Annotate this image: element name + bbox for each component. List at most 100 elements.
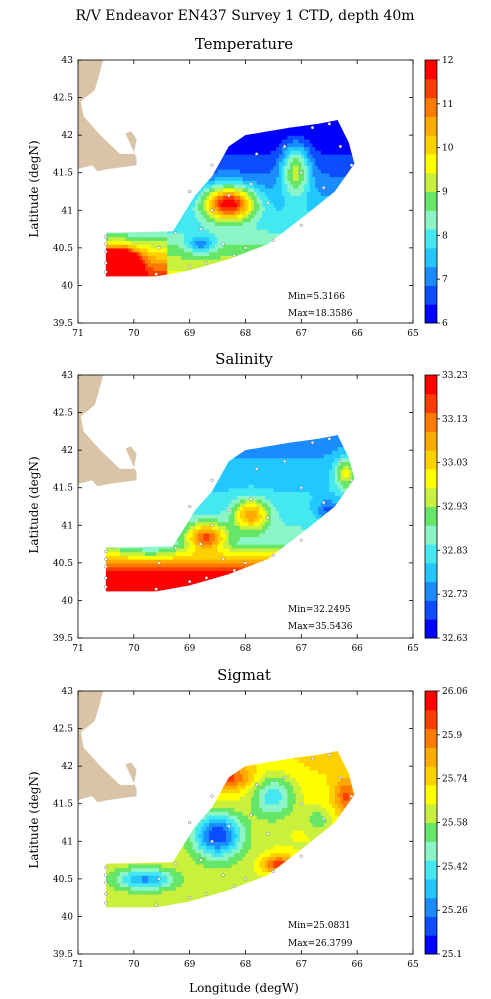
colorbar-segment	[425, 78, 437, 99]
y-tick-label: 42	[62, 762, 73, 772]
station-point	[104, 585, 108, 589]
colorbar-tick-label: 25.42	[442, 862, 468, 872]
station-point	[157, 877, 161, 881]
colorbar-tick-label: 25.1	[442, 950, 462, 960]
x-tick-label: 69	[184, 329, 196, 339]
colorbar-segment	[425, 916, 437, 936]
y-axis-label: Latitude (degN)	[27, 771, 41, 868]
station-point	[188, 579, 192, 584]
station-point	[199, 858, 203, 862]
x-tick-label: 71	[72, 329, 83, 339]
colorbar-segment	[425, 97, 437, 117]
station-point	[104, 549, 108, 554]
colorbar-tick-label: 33.13	[442, 415, 468, 425]
station-point	[154, 272, 158, 276]
colorbar: 26.06 25.9 25.74 25.58 25.42 25.26 25.1	[424, 687, 468, 960]
station-point	[104, 901, 108, 905]
station-point	[299, 802, 303, 806]
x-tick-label: 70	[128, 644, 140, 654]
station-point	[188, 189, 192, 194]
station-point	[199, 227, 203, 231]
colorbar-tick-label: 33.23	[442, 371, 468, 381]
figure-title: R/V Endeavor EN437 Survey 1 CTD, depth 4…	[75, 8, 414, 24]
x-tick-label: 68	[240, 960, 252, 970]
colorbar-segment	[425, 116, 437, 136]
station-point	[282, 775, 287, 780]
colorbar-tick-label: 6	[442, 319, 448, 329]
station-point	[174, 231, 178, 235]
station-point	[104, 234, 108, 239]
station-point	[243, 561, 248, 565]
colorbar-tick-label: 25.58	[442, 819, 468, 829]
station-point	[338, 459, 343, 464]
station-point	[310, 125, 315, 130]
station-point	[299, 223, 303, 227]
temperature-panel: Temperature 43 42.5 42 41.5 41 40.5 40 39.571 70…	[27, 35, 454, 339]
colorbar-segment	[425, 935, 437, 955]
contour-fill	[105, 751, 355, 908]
map-plot-area: 43 42.5 42 41.5 41 40.5 40 39.571 70 69 68 67 66 65	[53, 56, 419, 339]
colorbar-segment	[425, 412, 437, 432]
colorbar-segment	[425, 247, 437, 268]
x-tick-label: 67	[296, 644, 308, 654]
colorbar-segment	[425, 878, 437, 899]
colorbar-tick-label: 33.03	[442, 459, 468, 469]
colorbar-segment	[425, 766, 437, 786]
colorbar-segment	[425, 191, 437, 211]
station-point	[104, 892, 108, 896]
colorbar-tick-label: 12	[442, 56, 453, 66]
x-tick-label: 71	[72, 644, 83, 654]
colorbar-tick-label: 11	[442, 100, 453, 110]
station-point	[243, 246, 248, 250]
station-point	[154, 587, 158, 591]
y-tick-label: 42	[62, 446, 73, 456]
station-point	[249, 182, 253, 186]
x-tick-label: 69	[184, 960, 196, 970]
colorbar-segment	[425, 784, 437, 805]
station-point	[188, 820, 192, 825]
station-point	[310, 756, 315, 761]
x-tick-label: 69	[184, 644, 196, 654]
colorbar-segment	[425, 487, 437, 507]
station-point	[104, 270, 108, 274]
y-axis-label: Latitude (degN)	[27, 140, 41, 237]
colorbar-segment	[425, 375, 437, 395]
colorbar-segment	[425, 600, 437, 620]
station-point	[210, 839, 214, 843]
station-point	[271, 553, 276, 557]
station-point	[104, 261, 108, 265]
x-tick-label: 66	[351, 960, 363, 970]
colorbar-segment	[425, 393, 437, 414]
y-tick-label: 41	[62, 837, 73, 847]
land-mass	[78, 375, 137, 487]
station-point	[174, 546, 178, 550]
station-point	[322, 186, 326, 190]
colorbar-tick-label: 9	[442, 188, 448, 198]
max-value-label: Max=26.3799	[288, 939, 353, 949]
station-point	[349, 163, 354, 167]
station-point	[204, 892, 209, 896]
y-tick-label: 40	[62, 912, 74, 922]
colorbar-segment	[425, 728, 437, 748]
y-tick-label: 39.5	[53, 319, 73, 329]
station-point	[327, 122, 331, 126]
x-tick-label: 67	[296, 960, 308, 970]
y-tick-label: 40	[62, 596, 74, 606]
y-tick-label: 42	[62, 131, 73, 141]
station-point	[227, 508, 231, 512]
station-point	[255, 783, 259, 787]
colorbar-segment	[425, 285, 437, 305]
y-tick-label: 39.5	[53, 634, 73, 644]
station-point	[221, 873, 225, 877]
colorbar-tick-label: 26.06	[442, 687, 468, 697]
station-point	[271, 238, 276, 242]
colorbar-segment	[425, 210, 437, 230]
sigmat-panel: Sigmat 43 42.5 42 41.5 41 40.5 40 39.571 70 69 68 6…	[27, 666, 468, 970]
station-point	[299, 854, 303, 858]
station-point	[174, 862, 178, 866]
land-mass	[78, 60, 137, 172]
colorbar-tick-label: 32.63	[442, 634, 468, 644]
colorbar-segment	[425, 562, 437, 583]
y-tick-label: 40.5	[53, 559, 73, 569]
station-point	[154, 903, 158, 907]
